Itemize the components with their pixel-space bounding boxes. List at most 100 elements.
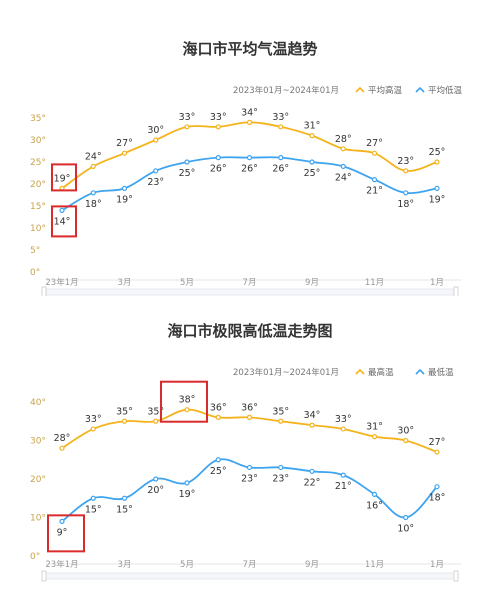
y-tick-label: 5° [30,246,40,256]
data-point [153,137,159,143]
data-label: 22° [304,477,321,488]
x-tick-label: 11月 [365,560,384,570]
chart-title: 海口市极限高低温走势图 [167,322,333,340]
range-slider-handle-left [41,570,47,582]
data-label: 14° [54,216,71,227]
data-label: 27° [429,437,446,448]
y-tick-label: 20° [30,475,46,485]
data-label: 19° [429,194,446,205]
data-point [246,155,253,161]
data-point [59,518,65,524]
data-label: 20° [147,485,164,496]
data-label: 31° [304,121,321,132]
data-point [153,418,159,424]
data-label: 28° [335,134,352,145]
x-tick-label: 7月 [243,560,257,570]
chart-title: 海口市平均气温趋势 [182,40,318,58]
data-label: 15° [116,504,133,515]
data-point [403,190,409,196]
data-point [215,457,221,463]
data-point [278,418,284,424]
data-point [184,480,190,486]
legend-label: 最高温 [368,367,394,378]
data-label: 30° [397,426,414,437]
data-label: 23° [272,473,289,484]
x-tick-label: 7月 [243,278,257,288]
y-tick-label: 10° [30,224,46,234]
x-tick-label: 9月 [305,560,319,570]
data-point [184,407,190,413]
data-label: 26° [272,164,289,175]
data-point [403,168,409,174]
data-label: 36° [210,402,227,413]
range-slider-track [43,288,457,296]
data-point [371,150,378,156]
y-tick-label: 40° [30,398,46,408]
data-label: 26° [210,164,227,175]
data-point [121,495,128,501]
data-point [278,124,284,130]
data-point [90,495,96,501]
data-label: 28° [54,433,71,444]
legend-label: 平均低温 [428,85,463,96]
data-label: 9° [57,527,68,538]
data-label: 18° [397,199,414,210]
data-point [340,426,346,432]
y-tick-label: 30° [30,437,46,447]
date-range: 2023年01月~2024年01月 [233,367,339,378]
x-tick-label: 23年1月 [45,559,78,570]
data-point [371,177,378,183]
data-label: 19° [179,489,196,500]
x-tick-label: 5月 [180,278,194,288]
data-label: 21° [366,186,383,197]
data-label: 23° [147,177,164,188]
data-label: 33° [210,112,227,123]
range-slider-handle-right [453,570,459,582]
x-tick-label: 11月 [365,278,384,288]
data-point [340,146,346,152]
data-point [371,491,378,497]
y-tick-label: 0° [30,268,40,278]
avg-temp-chart: 0° 5° 10° 15° 20° 25° 30° 35° 23年1月 3月 5月 7月 9月 11月 1月… [30,85,463,296]
data-label: 30° [147,125,164,136]
data-label: 23° [241,473,258,484]
data-label: 24° [85,151,102,162]
data-point [403,437,409,444]
data-point [309,159,315,165]
data-point [215,124,221,130]
x-tick-label: 1月 [430,278,444,288]
range-slider-handle-left [41,286,47,296]
data-point [153,476,159,482]
data-label: 16° [366,500,383,511]
data-point [121,150,128,156]
data-label: 38° [179,395,196,406]
data-point [434,159,440,165]
data-label: 36° [241,402,258,413]
date-range: 2023年01月~2024年01月 [233,85,339,96]
x-tick-label: 3月 [118,560,132,570]
data-point [215,155,221,161]
data-label: 33° [179,112,196,123]
data-label: 25° [429,147,446,158]
data-label: 18° [85,199,102,210]
data-label: 18° [429,493,446,504]
data-label: 25° [304,168,321,179]
data-point [340,472,346,478]
data-point [184,159,190,165]
data-point [434,185,440,191]
data-label: 31° [366,422,383,433]
data-point [278,155,284,161]
data-label: 27° [366,138,383,149]
legend-label: 平均高温 [368,85,403,96]
legend-marker [355,368,365,375]
legend-marker [415,368,425,375]
extreme-temp-chart-panel: 海口市极限高低温走势图 0° 10° 20° 30° 40° 23年1月 3月 5月 7月 9月 1… [0,296,500,591]
highlight-box [160,380,208,423]
avg-temp-chart-panel: 海口市平均气温趋势 0° 5° 10° 15° 20° 25° 30° 35° 23年1月 3月 5… [30,40,463,296]
data-point [340,163,346,169]
data-label: 25° [179,168,196,179]
data-point [403,514,409,521]
data-point [90,190,96,196]
data-point [153,168,159,174]
legend-label: 最低温 [428,367,454,378]
